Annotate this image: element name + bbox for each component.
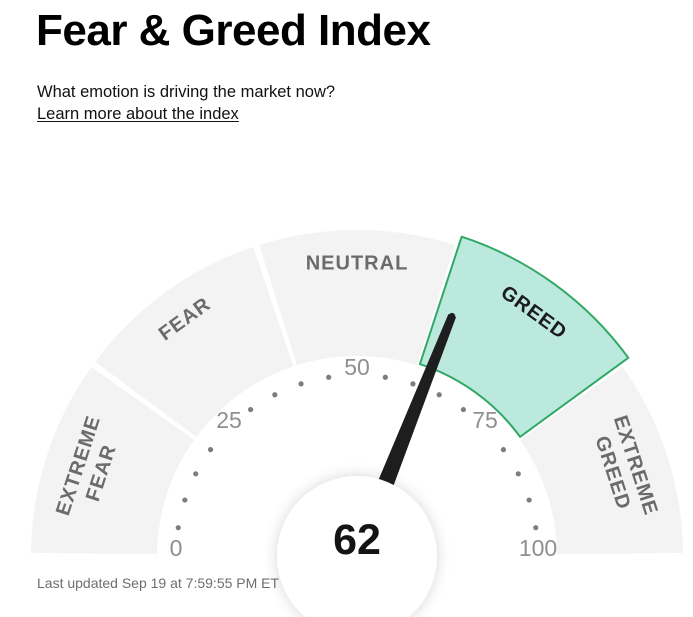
tick-dot (193, 471, 199, 477)
tick-dot (248, 406, 254, 413)
tick-label: 100 (519, 535, 557, 561)
needle-tip (448, 312, 456, 320)
tick-dot (175, 525, 181, 531)
learn-more-link[interactable]: Learn more about the index (37, 105, 239, 123)
tick-dot (326, 374, 332, 380)
tick-dot (436, 392, 442, 398)
subtitle: What emotion is driving the market now? (37, 83, 336, 101)
gauge-segment-highlighted (418, 235, 630, 438)
tick-dot (526, 497, 532, 503)
tick-dot (207, 447, 214, 453)
tick-label: 0 (170, 535, 183, 561)
page-title: Fear & Greed Index (36, 6, 431, 55)
tick-label: 75 (472, 407, 498, 433)
tick-label: 50 (344, 354, 370, 380)
gauge-value: 62 (333, 516, 381, 564)
tick-dot (382, 374, 388, 380)
tick-dot (533, 525, 539, 531)
gauge-segment (519, 366, 683, 555)
tick-dot (272, 392, 278, 398)
gauge-segment (259, 229, 455, 366)
gauge-segment (31, 366, 195, 555)
tick-dot (500, 447, 507, 453)
tick-dot (460, 406, 466, 413)
last-updated: Last updated Sep 19 at 7:59:55 PM ET (37, 575, 280, 591)
gauge-segment (95, 246, 294, 437)
tick-dot (515, 471, 521, 477)
tick-dot (298, 381, 304, 387)
center-circle (277, 476, 437, 617)
tick-dot (410, 381, 416, 387)
segment-label: NEUTRAL (306, 252, 409, 274)
tick-dot (182, 497, 188, 503)
tick-label: 25 (216, 407, 242, 433)
